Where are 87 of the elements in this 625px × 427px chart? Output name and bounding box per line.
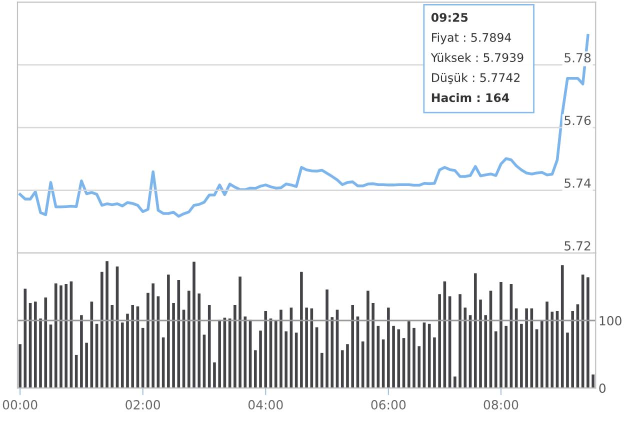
- bar: [141, 328, 144, 388]
- bar: [264, 311, 268, 388]
- x-tick-label: 04:00: [248, 400, 283, 410]
- bar: [351, 304, 354, 388]
- bar: [340, 350, 344, 388]
- bar: [454, 376, 456, 388]
- bar: [372, 302, 374, 388]
- bar: [234, 304, 236, 388]
- bar: [320, 352, 324, 388]
- bar: [152, 283, 154, 388]
- x-tick-label: 00:00: [2, 400, 38, 410]
- bar: [366, 290, 370, 388]
- bar: [300, 272, 303, 388]
- bar: [274, 320, 278, 388]
- y-tick-label: 5.74: [564, 178, 591, 188]
- x-tick-label: 08:00: [484, 400, 518, 410]
- bar: [64, 284, 68, 388]
- annotation: Yüksek : 5.7939: [430, 52, 524, 62]
- y-tick-label: 0: [599, 383, 606, 393]
- bar: [330, 317, 334, 388]
- bar: [192, 262, 196, 388]
- bar: [571, 311, 574, 388]
- bar: [438, 294, 441, 388]
- bar: [586, 277, 590, 388]
- bar: [479, 300, 482, 388]
- bar: [550, 312, 554, 388]
- bar: [254, 350, 257, 388]
- annotation: Düşük : 5.7742: [432, 72, 520, 84]
- annotation: Fiyat : 5.7894: [432, 32, 512, 44]
- bar: [85, 342, 88, 388]
- bar: [100, 272, 104, 388]
- y-tick-label: 5.76: [564, 116, 591, 126]
- bar: [126, 314, 129, 388]
- y-tick-label: 5.78: [564, 52, 591, 62]
- y-tick-label: 100: [600, 316, 622, 326]
- bar: [218, 320, 221, 388]
- bar: [284, 331, 288, 388]
- bar: [540, 320, 544, 388]
- bar: [592, 374, 594, 388]
- bar: [146, 292, 150, 388]
- bar: [525, 308, 528, 388]
- bar: [387, 308, 390, 388]
- bar: [392, 326, 395, 388]
- bar: [54, 283, 58, 388]
- bar: [428, 324, 431, 388]
- x-tick-label: 06:00: [371, 400, 406, 410]
- bar: [172, 302, 175, 388]
- bar: [110, 304, 114, 388]
- bar: [560, 265, 564, 388]
- bar: [346, 344, 349, 388]
- bar: [167, 274, 170, 388]
- bar: [500, 282, 502, 388]
- bar: [259, 330, 262, 388]
- bar: [187, 290, 190, 388]
- bar: [520, 324, 523, 388]
- bar: [458, 294, 462, 388]
- bar: [412, 328, 416, 388]
- bar: [106, 261, 108, 388]
- bar: [44, 298, 48, 388]
- bar: [484, 315, 488, 388]
- bar: [18, 344, 22, 388]
- bar: [566, 332, 569, 388]
- bar: [397, 329, 400, 388]
- bar: [213, 362, 216, 388]
- x-tick-label: 02:00: [126, 400, 160, 410]
- bar: [238, 276, 242, 388]
- bar: [305, 308, 308, 388]
- y-tick-label: 5.72: [564, 241, 590, 251]
- bar: [546, 302, 548, 388]
- bar: [34, 302, 37, 388]
- bar: [494, 331, 498, 388]
- bar: [198, 294, 201, 388]
- bar: [433, 337, 436, 388]
- bar: [474, 273, 477, 388]
- bar: [280, 310, 282, 388]
- bar: [407, 321, 410, 388]
- bar: [326, 289, 328, 388]
- annotation: Hacim : 164: [432, 93, 510, 102]
- bar: [208, 304, 211, 388]
- annotation: 09:25: [431, 12, 468, 22]
- bar: [131, 304, 134, 388]
- bar: [504, 326, 508, 388]
- bar: [60, 285, 62, 388]
- bar: [418, 346, 421, 388]
- bar: [39, 318, 42, 388]
- bar: [80, 315, 83, 388]
- bar: [120, 322, 124, 388]
